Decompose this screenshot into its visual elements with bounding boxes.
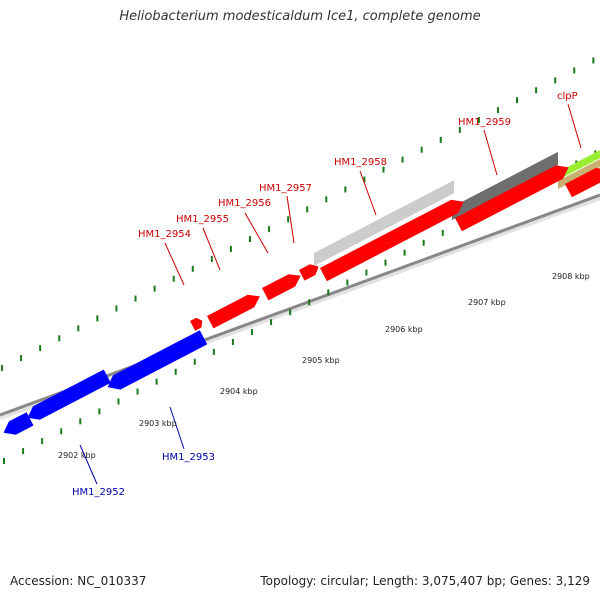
leader-layer: [79, 103, 582, 485]
gene-label: HM1_2958: [334, 157, 387, 168]
leader-line: [244, 212, 269, 254]
gene-hm1-2955: [207, 294, 260, 329]
label-layer: 2902 kbp 2903 kbp 2904 kbp 2905 kbp 2906 kbp…: [58, 91, 590, 498]
gene-label: clpP: [557, 91, 578, 102]
gene-hm1-2952: [27, 369, 111, 420]
leader-line: [169, 406, 185, 450]
gene-label: HM1_2954: [138, 229, 191, 240]
kbp-label: 2904 kbp: [220, 387, 258, 396]
accession-text: Accession: NC_010337: [10, 574, 147, 588]
gene-label: HM1_2952: [72, 487, 125, 498]
gene-label: HM1_2953: [162, 452, 215, 463]
kbp-label: 2905 kbp: [302, 356, 340, 365]
gene-hm1-2956: [262, 274, 301, 301]
feature-bar-dark-grey: [452, 151, 558, 220]
leader-line: [483, 129, 498, 176]
feature-bar-grey: [314, 180, 454, 266]
feature-layer: [314, 150, 600, 266]
tick-layer: [1, 57, 597, 464]
gene-hm1-2951: [3, 412, 34, 435]
gene-layer: [3, 165, 600, 435]
gene-hm1-2957: [299, 264, 319, 281]
map-title: Heliobacterium modesticaldum Ice1, compl…: [119, 9, 481, 24]
gene-label: HM1_2959: [458, 117, 511, 128]
leader-line: [202, 227, 221, 271]
gene-hm1-2959: [455, 165, 569, 232]
kbp-label: 2907 kbp: [468, 298, 506, 307]
leader-line: [164, 242, 185, 286]
gene-clpp: [565, 167, 600, 198]
kbp-label: 2902 kbp: [58, 451, 96, 460]
gene-label: HM1_2956: [218, 198, 271, 209]
leader-line: [79, 444, 98, 485]
gene-label: HM1_2957: [259, 183, 312, 194]
kbp-label: 2906 kbp: [385, 325, 423, 334]
kbp-label: 2903 kbp: [139, 419, 177, 428]
leader-line: [567, 103, 582, 149]
kbp-label: 2908 kbp: [552, 272, 590, 281]
genome-stats-text: Topology: circular; Length: 3,075,407 bp…: [260, 574, 590, 588]
gene-hm1-2958: [320, 199, 464, 282]
leader-line: [359, 170, 377, 216]
gene-hm1-2953: [107, 330, 208, 390]
gene-hm1-2954: [190, 317, 203, 331]
feature-bar-tan: [558, 159, 600, 189]
feature-bar-green: [558, 150, 600, 180]
gene-label: HM1_2955: [176, 214, 229, 225]
leader-line: [286, 195, 295, 244]
